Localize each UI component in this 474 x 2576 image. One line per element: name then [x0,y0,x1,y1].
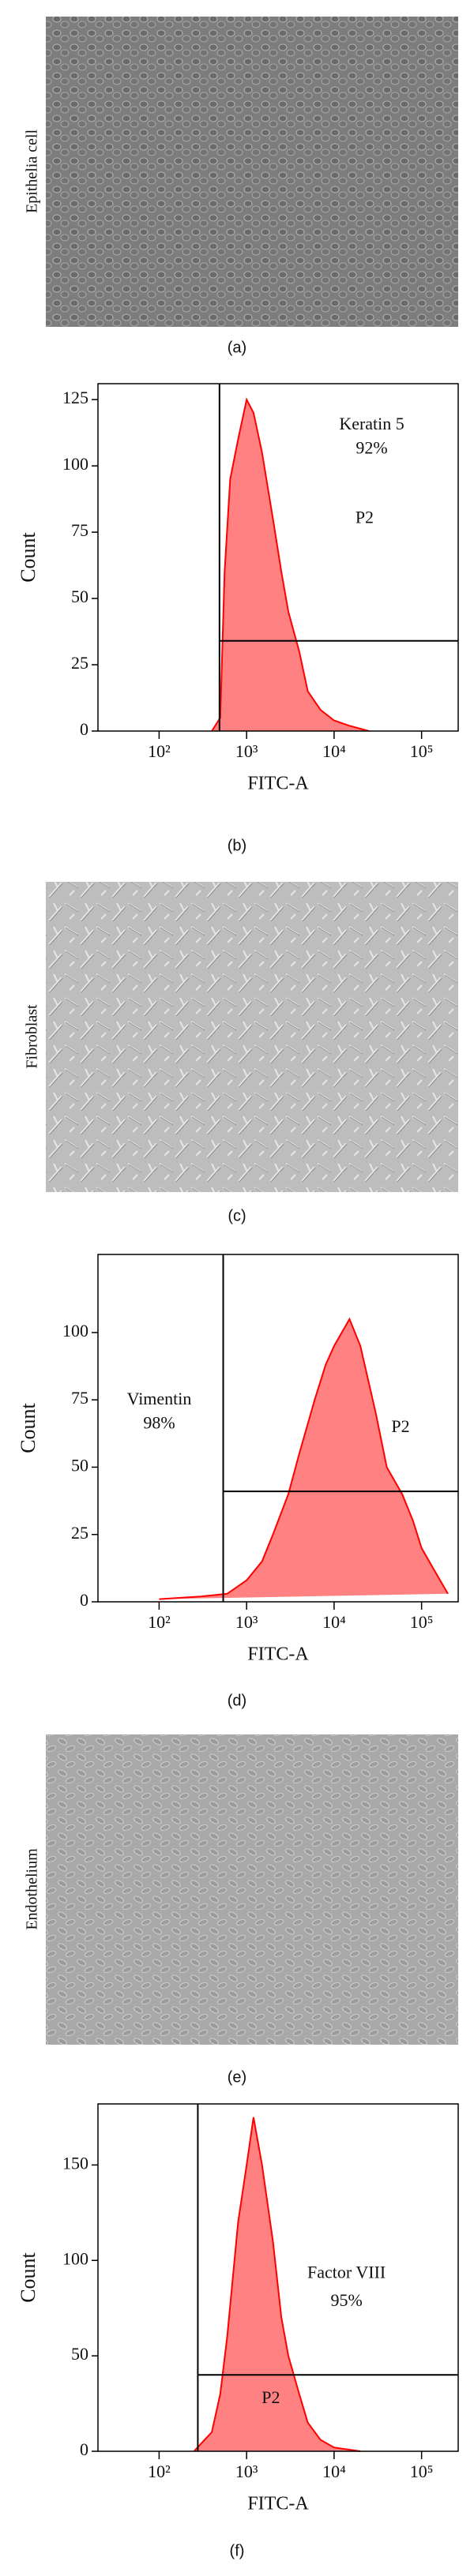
image-label: Fibroblast [24,1004,41,1069]
x-tick-label: 10² [148,1612,171,1632]
annotation: Keratin 5 [339,414,404,433]
x-tick-label: 10² [148,2462,171,2481]
x-tick-label: 10⁵ [410,1612,434,1632]
annotation: 95% [330,2290,362,2310]
y-tick-label: 25 [71,1523,88,1543]
histogram-area [159,1317,449,1600]
y-tick-label: 0 [80,1590,88,1610]
y-tick-label: 0 [80,719,88,739]
y-axis-label: Count [17,1402,40,1453]
y-axis-label: Count [17,2252,40,2302]
micrograph [46,17,458,327]
y-tick-label: 50 [71,1456,88,1475]
plot-frame [97,1254,459,1603]
annotation: P2 [391,1416,409,1436]
annotation: Vimentin [127,1389,192,1408]
y-tick-label: 25 [71,653,88,673]
plot-frame [97,383,459,732]
y-tick-label: 100 [62,1321,88,1340]
y-tick-label: 50 [71,587,88,606]
image-label: Endothelium [24,1848,41,1930]
x-tick-label: 10⁵ [410,741,434,761]
y-axis-label: Count [17,531,40,582]
x-tick-label: 10⁴ [322,2462,346,2481]
annotation: 98% [143,1413,175,1433]
micrograph [46,882,458,1192]
y-tick-label: 0 [80,2439,88,2459]
y-tick-label: 75 [71,520,88,540]
x-axis-label: FITC-A [247,2494,309,2514]
x-tick-label: 10³ [235,2462,258,2481]
annotation: Factor VIII [307,2263,386,2282]
micrograph [46,1734,458,2045]
y-tick-label: 125 [62,388,88,407]
y-tick-label: 50 [71,2344,88,2364]
annotation: 92% [356,438,387,458]
x-tick-label: 10³ [235,741,258,761]
image-label: Epithelia cell [24,129,41,214]
histogram-area [193,2117,361,2452]
plot-frame [97,2103,459,2452]
x-axis-label: FITC-A [247,774,309,794]
x-tick-label: 10³ [235,1612,258,1632]
annotation: P2 [356,508,374,527]
x-tick-label: 10⁵ [410,2462,434,2481]
caption: (f) [230,2542,245,2559]
x-axis-label: FITC-A [247,1644,309,1665]
annotation: P2 [261,2387,280,2407]
x-tick-label: 10⁴ [322,741,346,761]
caption: (c) [228,1207,246,1224]
caption: (e) [228,2068,246,2086]
x-tick-label: 10⁴ [322,1612,346,1632]
y-tick-label: 100 [62,2248,88,2268]
x-tick-label: 10² [148,741,171,761]
y-tick-label: 75 [71,1388,88,1408]
y-tick-label: 100 [62,454,88,474]
caption: (d) [228,1692,246,1709]
caption: (b) [228,837,246,854]
y-tick-label: 150 [62,2153,88,2173]
histogram-area [211,397,370,732]
caption: (a) [228,339,246,356]
